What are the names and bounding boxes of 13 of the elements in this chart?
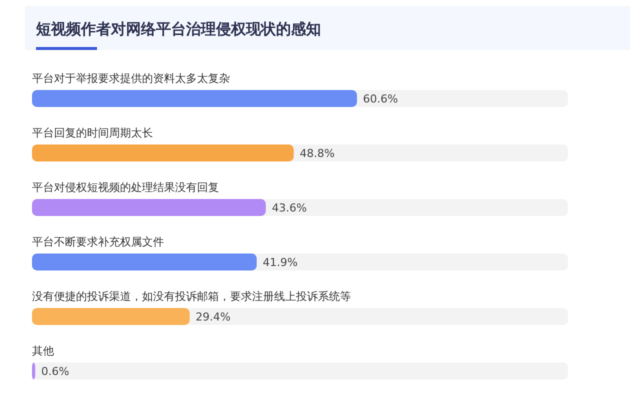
y-tick-label: 平台对于举报要求提供的资料太多太复杂 xyxy=(32,72,230,85)
y-tick-label: 平台回复的时间周期太长 xyxy=(32,126,153,140)
data-label: 60.6% xyxy=(363,92,398,106)
y-tick-label: 没有便捷的投诉渠道，如没有投诉邮箱，要求注册线上投诉系统等 xyxy=(32,290,351,303)
data-label: 29.4% xyxy=(196,310,231,324)
data-label: 41.9% xyxy=(262,256,298,269)
chart-title: 短视频作者对网络平台治理侵权现状的感知 xyxy=(35,20,321,38)
y-tick-label: 平台不断要求补充权属文件 xyxy=(32,236,164,248)
data-label: 43.6% xyxy=(272,202,307,214)
data-label: 0.6% xyxy=(41,365,70,378)
y-tick-label: 平台对侵权短视频的处理结果没有回复 xyxy=(32,181,219,194)
data-label: 48.8% xyxy=(300,147,335,160)
y-tick-label: 其他 xyxy=(32,344,54,358)
